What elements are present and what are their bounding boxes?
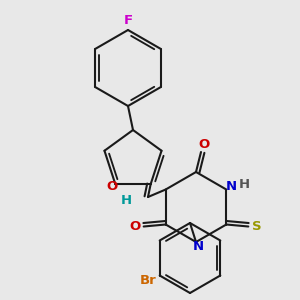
Text: O: O [107, 180, 118, 193]
Text: O: O [129, 220, 140, 233]
Text: H: H [239, 178, 250, 191]
Text: N: N [226, 180, 237, 193]
Text: N: N [192, 241, 204, 254]
Text: F: F [123, 14, 133, 28]
Text: H: H [120, 194, 132, 206]
Text: Br: Br [139, 274, 156, 287]
Text: S: S [253, 220, 262, 233]
Text: O: O [198, 137, 210, 151]
